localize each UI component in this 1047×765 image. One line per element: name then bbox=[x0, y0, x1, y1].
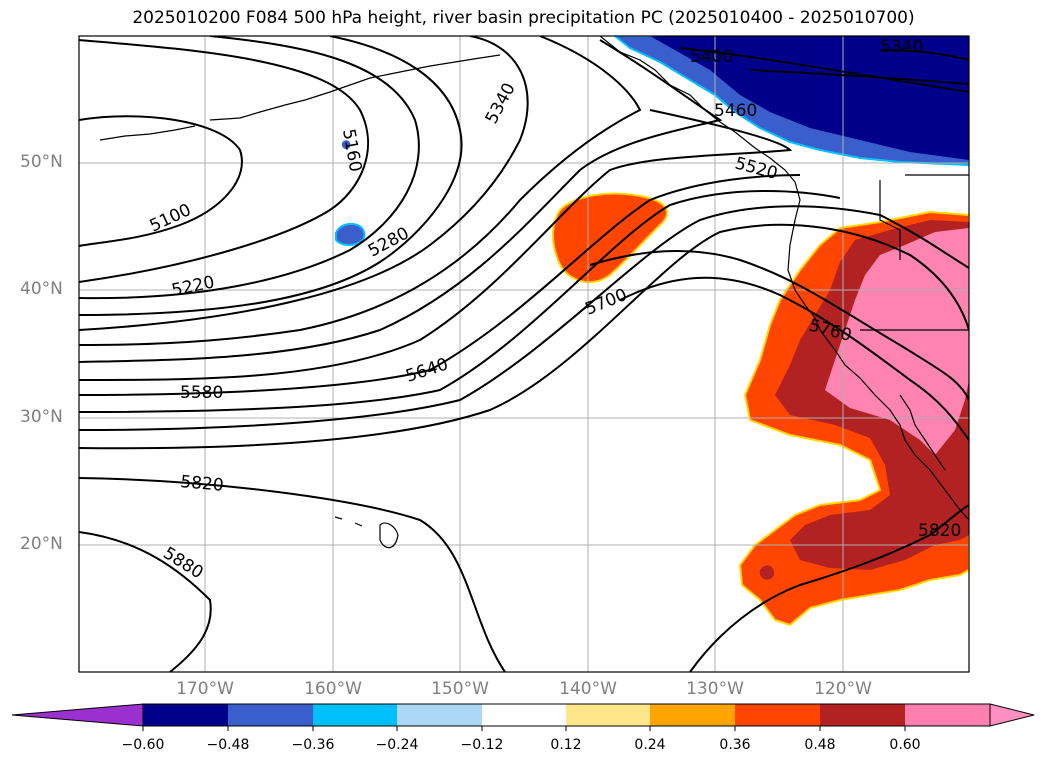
colorbar-tick-8: 0.36 bbox=[719, 737, 751, 753]
contour-label-5820-west: 5820 bbox=[180, 472, 225, 496]
colorbar-tick-5: −0.12 bbox=[460, 737, 504, 753]
lon-label-170w: 170°W bbox=[176, 679, 234, 699]
height-contours bbox=[79, 36, 969, 672]
map-plot-area: 5100 5160 5220 5280 5340 5400 5460 5520 … bbox=[79, 36, 969, 672]
lat-label-50n: 50°N bbox=[20, 152, 63, 172]
figure-title: 2025010200 F084 500 hPa height, river ba… bbox=[132, 8, 915, 28]
lon-label-160w: 160°W bbox=[304, 679, 362, 699]
lat-label-20n: 20°N bbox=[20, 534, 63, 554]
lat-label-40n: 40°N bbox=[20, 279, 63, 299]
contour-label-5460: 5460 bbox=[714, 101, 757, 121]
map-frame bbox=[78, 35, 970, 673]
coastlines bbox=[99, 36, 969, 549]
contour-label-5340-east: 5340 bbox=[880, 37, 923, 57]
colorbar-tick-2: −0.48 bbox=[206, 737, 250, 753]
positive-anomaly-blob-north bbox=[552, 192, 668, 284]
small-negative-region-1 bbox=[335, 222, 366, 247]
lon-label-140w: 140°W bbox=[559, 679, 617, 699]
contour-label-5820-east: 5820 bbox=[918, 521, 961, 541]
lon-label-120w: 120°W bbox=[814, 679, 872, 699]
colorbar-tick-3: −0.36 bbox=[291, 737, 335, 753]
small-negative-region-2 bbox=[341, 140, 351, 150]
colorbar-tick-4: −0.24 bbox=[375, 737, 419, 753]
colorbar-tick-1: −0.60 bbox=[121, 737, 165, 753]
colorbar-tick-9: 0.48 bbox=[804, 737, 836, 753]
gridlines bbox=[79, 36, 969, 672]
colorbar-tick-6: 0.12 bbox=[550, 737, 582, 753]
colorbar-tick-7: 0.24 bbox=[634, 737, 666, 753]
small-positive-region bbox=[759, 565, 775, 580]
colorbar-tick-10: 0.60 bbox=[889, 737, 921, 753]
colorbar bbox=[11, 703, 1035, 731]
strong-negative-region bbox=[650, 36, 969, 160]
lat-label-30n: 30°N bbox=[20, 407, 63, 427]
lon-label-130w: 130°W bbox=[686, 679, 744, 699]
lon-label-150w: 150°W bbox=[431, 679, 489, 699]
contour-label-5400: 5400 bbox=[690, 47, 733, 67]
contour-label-5580: 5580 bbox=[180, 383, 223, 403]
